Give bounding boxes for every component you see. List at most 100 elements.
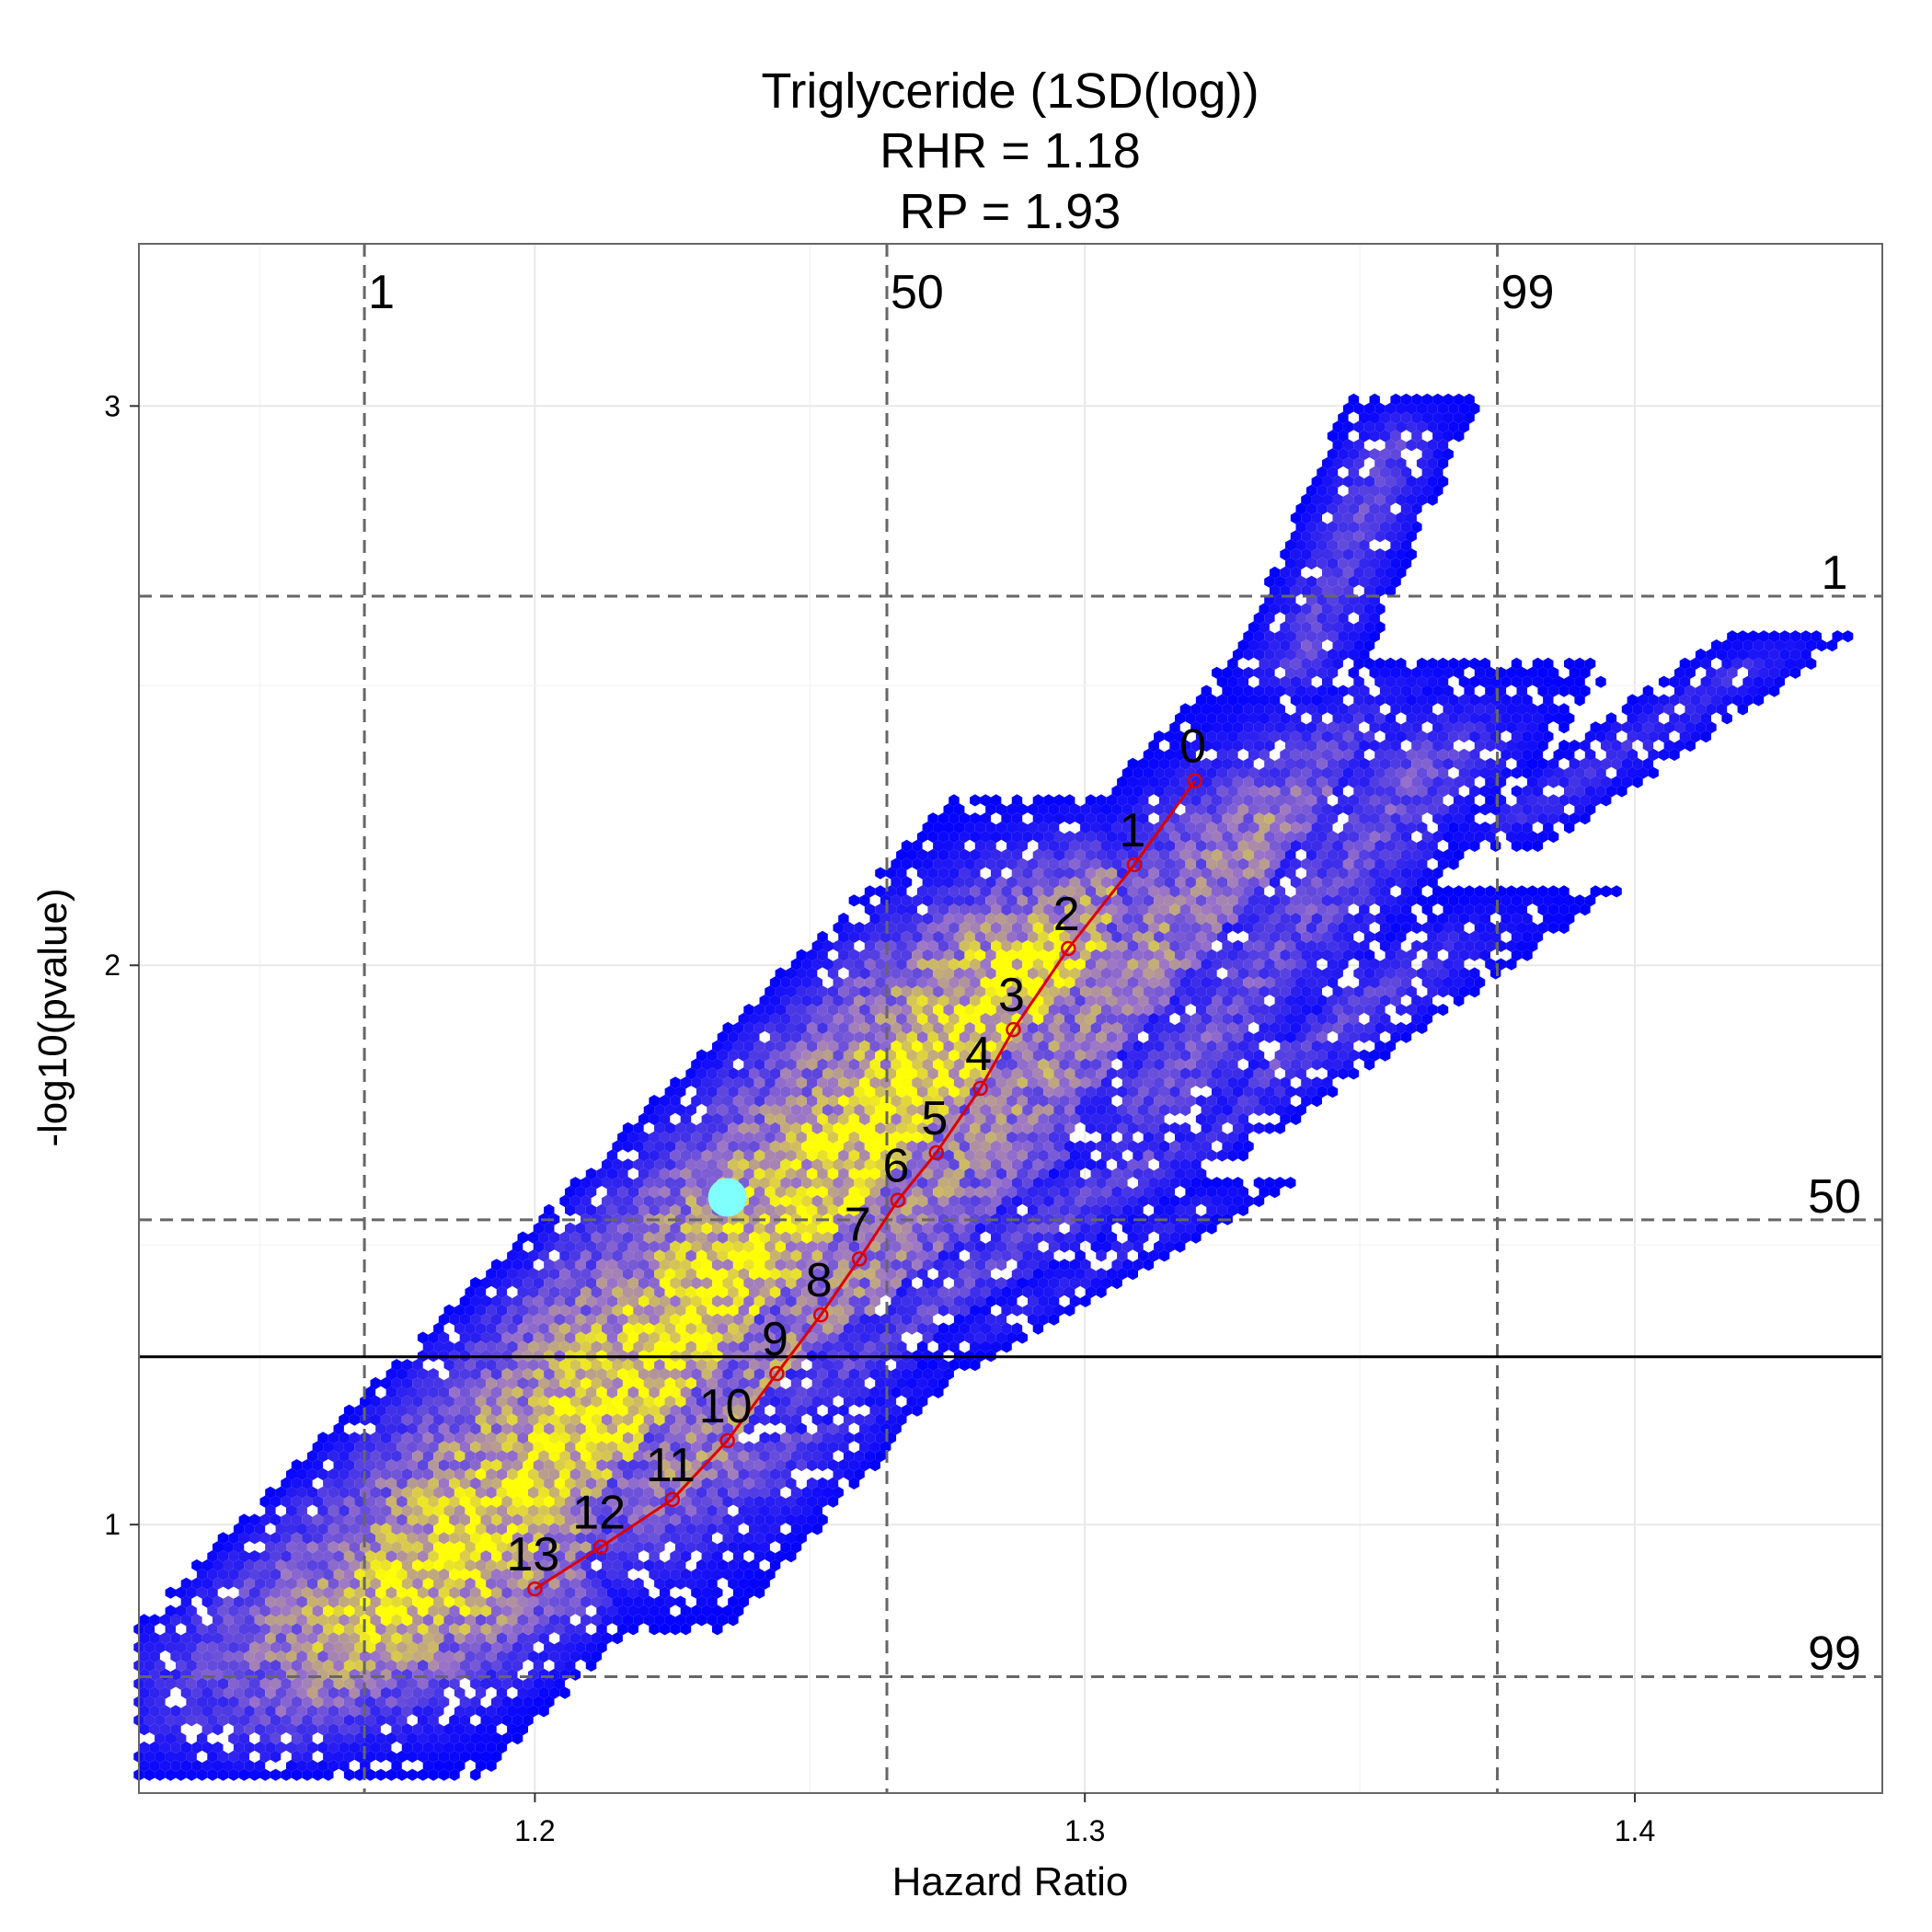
hex-cell xyxy=(170,1741,181,1754)
hex-cell xyxy=(491,1404,502,1417)
hex-cell xyxy=(602,1486,613,1499)
hex-cell xyxy=(317,1595,328,1608)
hex-cell xyxy=(811,1395,822,1408)
hex-cell xyxy=(523,1441,534,1454)
hex-cell xyxy=(528,1395,539,1408)
hex-cell xyxy=(328,1614,339,1627)
hex-cell xyxy=(228,1696,239,1708)
hex-cell xyxy=(732,1386,744,1398)
hex-cell xyxy=(454,1376,466,1390)
hex-cell xyxy=(769,1558,781,1572)
hex-cell xyxy=(407,1586,418,1599)
hex-cell xyxy=(270,1732,282,1745)
hex-cell xyxy=(370,1558,381,1572)
hex-cell xyxy=(286,1541,297,1554)
hex-cell xyxy=(480,1477,491,1489)
hex-cell xyxy=(491,1732,502,1745)
hex-cell xyxy=(223,1705,234,1718)
hex-cell xyxy=(401,1486,413,1499)
hex-cell xyxy=(270,1604,282,1617)
hex-cell xyxy=(722,1513,733,1526)
hex-cell xyxy=(591,1486,602,1499)
hex-cell xyxy=(780,1413,791,1426)
hex-cell xyxy=(753,1532,765,1545)
hex-cell xyxy=(254,1741,266,1754)
hex-cell xyxy=(491,1459,502,1472)
hex-cell xyxy=(512,1513,523,1526)
hex-cell xyxy=(875,1395,886,1408)
hex-cell xyxy=(364,1513,376,1526)
hex-cell xyxy=(343,1532,355,1545)
hex-cell xyxy=(428,1441,439,1454)
hex-cell xyxy=(375,1513,386,1526)
hex-cell xyxy=(217,1696,229,1708)
hex-cell xyxy=(517,1432,528,1444)
hex-cell xyxy=(265,1486,276,1499)
hex-cell xyxy=(433,1632,444,1645)
hex-cell xyxy=(585,1477,597,1489)
hex-cell xyxy=(622,1486,634,1499)
hex-cell xyxy=(475,1632,487,1645)
hex-cell xyxy=(391,1723,402,1736)
hex-cell xyxy=(606,1404,618,1417)
hex-cell xyxy=(380,1376,392,1390)
hex-cell xyxy=(565,1586,576,1599)
hex-cell xyxy=(385,1441,397,1454)
subtitle-rp: RP = 1.93 xyxy=(900,184,1121,239)
hex-cell xyxy=(486,1632,497,1645)
hex-cell xyxy=(312,1677,324,1690)
hex-cell xyxy=(139,1759,150,1772)
hex-cell xyxy=(612,1632,623,1645)
hex-cell xyxy=(422,1632,434,1645)
hex-cell xyxy=(186,1768,197,1781)
hex-cell xyxy=(528,1595,539,1608)
hex-cell xyxy=(275,1541,286,1554)
hex-cell xyxy=(296,1705,307,1718)
hex-cell xyxy=(417,1550,429,1563)
hex-cell xyxy=(496,1359,508,1372)
hex-cell xyxy=(428,1659,439,1672)
hex-cell xyxy=(349,1632,361,1645)
hex-cell xyxy=(680,1441,692,1454)
hex-cell xyxy=(323,1586,334,1599)
hex-cell xyxy=(165,1732,176,1745)
hex-cell xyxy=(397,1422,408,1435)
hex-cell xyxy=(370,1723,381,1736)
hex-cell xyxy=(680,1550,692,1563)
hex-cell xyxy=(491,1714,502,1727)
hex-cell xyxy=(343,1623,355,1636)
hex-cell xyxy=(775,1386,786,1398)
hex-cell xyxy=(696,1504,707,1517)
hex-cell xyxy=(491,1386,502,1398)
hex-cell xyxy=(817,1495,828,1508)
hex-cell xyxy=(507,1723,518,1736)
hex-cell xyxy=(701,1459,712,1472)
hex-cell xyxy=(412,1558,423,1572)
hex-cell xyxy=(491,1513,502,1526)
hex-cell xyxy=(554,1659,565,1672)
hex-cell xyxy=(380,1705,392,1718)
hex-cell xyxy=(554,1513,565,1526)
hex-cell xyxy=(328,1523,339,1535)
hex-cell xyxy=(538,1359,549,1372)
hex-cell xyxy=(449,1441,460,1454)
hex-cell xyxy=(370,1741,381,1754)
hex-cell xyxy=(449,1732,460,1745)
hex-cell xyxy=(602,1504,613,1517)
hex-cell xyxy=(533,1404,545,1417)
hex-cell xyxy=(207,1586,218,1599)
hex-cell xyxy=(759,1432,770,1444)
hex-cell xyxy=(339,1686,350,1699)
hex-cell xyxy=(433,1450,444,1463)
hex-cell xyxy=(412,1614,423,1627)
hex-cell xyxy=(753,1477,765,1489)
hex-cell xyxy=(670,1550,681,1563)
hex-cell xyxy=(422,1395,434,1408)
hex-cell xyxy=(207,1677,218,1690)
hex-cell xyxy=(259,1641,270,1654)
hex-cell xyxy=(559,1595,570,1608)
hex-cell xyxy=(654,1595,665,1608)
hex-cell xyxy=(507,1614,518,1627)
hex-cell xyxy=(790,1450,802,1463)
hex-cell xyxy=(270,1532,282,1545)
